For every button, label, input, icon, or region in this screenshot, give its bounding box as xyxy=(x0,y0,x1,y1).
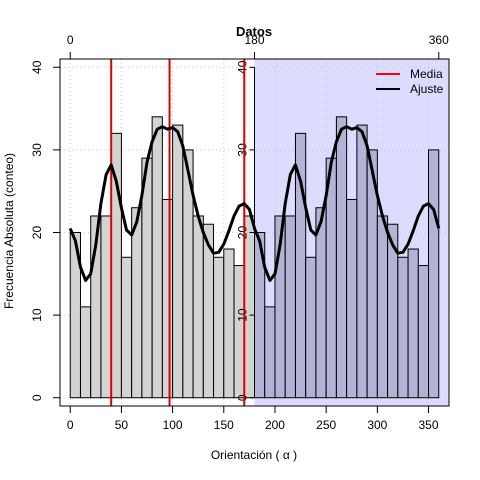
histogram-bar xyxy=(233,265,245,399)
top-tick-label: 360 xyxy=(429,33,449,47)
histogram-bar xyxy=(213,256,225,399)
y-tick-label: 10 xyxy=(30,308,44,322)
histogram-bar xyxy=(223,248,235,399)
histogram-bar xyxy=(243,215,255,399)
inner-y-tick-label: 0 xyxy=(236,394,250,401)
histogram-bar xyxy=(346,198,358,399)
y-tick-label: 40 xyxy=(30,60,44,74)
y-tick-label: 20 xyxy=(30,226,44,240)
histogram-bar xyxy=(397,256,409,399)
inner-y-tick-label: 10 xyxy=(236,308,250,322)
legend-label: Media xyxy=(410,67,443,81)
histogram-bar xyxy=(305,256,317,399)
y-axis-label: Frecuencia Absoluta (conteo) xyxy=(2,153,16,309)
x-tick-label: 50 xyxy=(115,418,129,432)
x-tick-label: 200 xyxy=(265,418,285,432)
histogram-bar xyxy=(417,265,430,399)
top-tick-label: 0 xyxy=(67,33,74,47)
inner-y-tick-label: 40 xyxy=(236,60,250,74)
x-tick-label: 350 xyxy=(419,418,439,432)
x-axis-label: Orientación ( α ) xyxy=(211,448,297,462)
inner-y-tick-label: 20 xyxy=(236,226,250,240)
histogram-bar xyxy=(79,306,92,399)
chart-title: Datos xyxy=(236,24,272,39)
histogram-bar xyxy=(335,116,348,399)
histogram-bar xyxy=(161,198,174,399)
histogram-bar xyxy=(284,215,296,399)
fit-curve xyxy=(68,125,441,282)
x-tick-label: 250 xyxy=(316,418,336,432)
histogram-bar xyxy=(407,248,419,399)
histogram-bar xyxy=(131,207,143,399)
histogram-bar xyxy=(264,306,276,399)
histogram-bar xyxy=(172,124,184,399)
y-tick-label: 0 xyxy=(30,394,44,401)
legend-label: Ajuste xyxy=(410,82,444,96)
top-tick-label: 180 xyxy=(244,33,264,47)
histogram-bar xyxy=(120,256,133,399)
histogram-bar xyxy=(315,207,327,399)
y-tick-label: 30 xyxy=(30,143,44,157)
histogram-bar xyxy=(192,215,204,399)
histogram-bar xyxy=(100,215,112,399)
x-tick-label: 150 xyxy=(214,418,234,432)
x-tick-label: 100 xyxy=(163,418,183,432)
histogram-bar xyxy=(151,116,163,399)
histogram-bar xyxy=(428,149,440,399)
x-tick-label: 300 xyxy=(367,418,387,432)
inner-y-tick-label: 30 xyxy=(236,143,250,157)
histogram-bar xyxy=(376,215,389,399)
x-tick-label: 0 xyxy=(67,418,74,432)
histogram-bar xyxy=(356,124,368,399)
